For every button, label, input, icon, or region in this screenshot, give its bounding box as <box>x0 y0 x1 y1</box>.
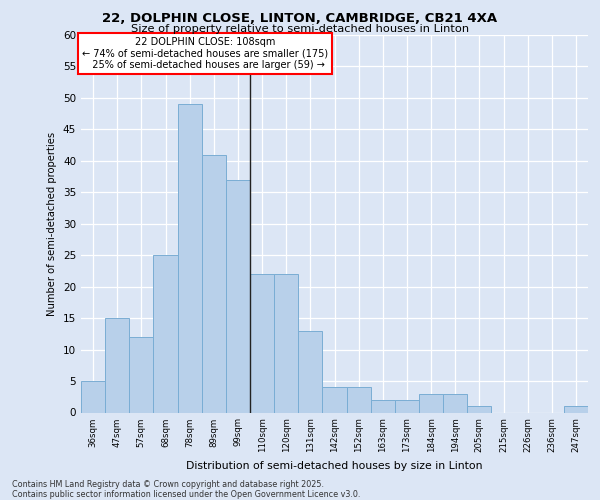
Text: 22, DOLPHIN CLOSE, LINTON, CAMBRIDGE, CB21 4XA: 22, DOLPHIN CLOSE, LINTON, CAMBRIDGE, CB… <box>103 12 497 25</box>
Bar <box>129 337 154 412</box>
Bar <box>443 394 467 412</box>
Bar <box>81 381 105 412</box>
Bar <box>202 154 226 412</box>
Bar <box>395 400 419 412</box>
Bar <box>347 388 371 412</box>
Y-axis label: Number of semi-detached properties: Number of semi-detached properties <box>47 132 58 316</box>
Bar <box>250 274 274 412</box>
Bar <box>371 400 395 412</box>
Bar <box>298 330 322 412</box>
Text: Size of property relative to semi-detached houses in Linton: Size of property relative to semi-detach… <box>131 24 469 34</box>
Bar <box>419 394 443 412</box>
Text: Contains HM Land Registry data © Crown copyright and database right 2025.
Contai: Contains HM Land Registry data © Crown c… <box>12 480 361 499</box>
Bar <box>105 318 129 412</box>
Bar <box>564 406 588 412</box>
Bar <box>178 104 202 412</box>
Bar <box>467 406 491 412</box>
Text: 22 DOLPHIN CLOSE: 108sqm
← 74% of semi-detached houses are smaller (175)
  25% o: 22 DOLPHIN CLOSE: 108sqm ← 74% of semi-d… <box>82 37 328 70</box>
Bar <box>274 274 298 412</box>
Bar <box>154 255 178 412</box>
X-axis label: Distribution of semi-detached houses by size in Linton: Distribution of semi-detached houses by … <box>186 460 483 470</box>
Bar <box>226 180 250 412</box>
Bar <box>322 388 347 412</box>
